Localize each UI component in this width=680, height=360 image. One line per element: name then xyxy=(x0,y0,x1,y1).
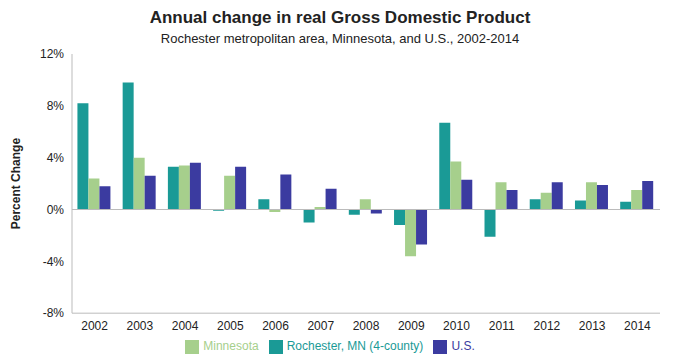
html-text:Annual change in real Gross Do: Annual change in real Gross Domestic Pro… xyxy=(149,8,531,27)
svg-text:4%: 4% xyxy=(47,151,65,165)
svg-text:-8%: -8% xyxy=(43,306,65,320)
svg-text:2003: 2003 xyxy=(126,319,153,333)
svg-text:2005: 2005 xyxy=(217,319,244,333)
svg-text:2007: 2007 xyxy=(307,319,334,333)
html-text:Rochester metropolitan area, M: Rochester metropolitan area, Minnesota, … xyxy=(160,31,520,46)
svg-text:2010: 2010 xyxy=(443,319,470,333)
html-text:Minnesota: Minnesota xyxy=(203,339,259,354)
svg-text:2004: 2004 xyxy=(172,319,199,333)
svg-text:2012: 2012 xyxy=(534,319,561,333)
svg-text:-4%: -4% xyxy=(43,255,65,269)
svg-text:2014: 2014 xyxy=(624,319,651,333)
svg-text:2006: 2006 xyxy=(262,319,289,333)
svg-text:2011: 2011 xyxy=(489,319,515,333)
svg-text:2008: 2008 xyxy=(353,319,380,333)
svg-text:2009: 2009 xyxy=(398,319,425,333)
svg-text:Percent Change: Percent Change xyxy=(9,138,23,230)
svg-text:2013: 2013 xyxy=(579,319,606,333)
svg-text:8%: 8% xyxy=(47,99,65,113)
svg-text:2002: 2002 xyxy=(81,319,108,333)
html-text:Rochester, MN (4-county): Rochester, MN (4-county) xyxy=(286,339,424,354)
svg-text:12%: 12% xyxy=(40,47,64,61)
svg-text:0%: 0% xyxy=(47,203,65,217)
html-text:U.S.: U.S. xyxy=(451,339,475,354)
